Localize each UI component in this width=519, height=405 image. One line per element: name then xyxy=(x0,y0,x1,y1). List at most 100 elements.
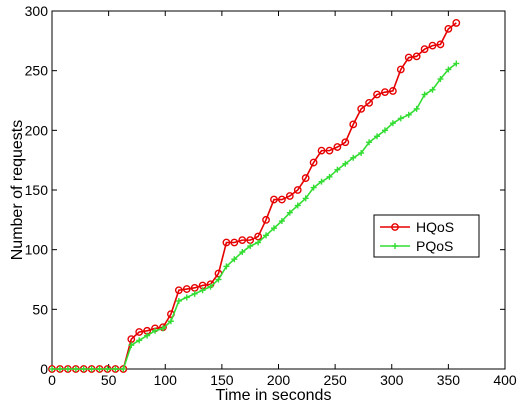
data-point xyxy=(412,52,421,61)
series-pqos xyxy=(49,60,460,372)
data-point xyxy=(342,160,349,167)
data-point xyxy=(222,238,231,247)
data-point xyxy=(152,327,159,334)
data-point xyxy=(112,366,119,372)
data-point xyxy=(333,143,342,151)
data-point xyxy=(120,366,127,372)
data-point xyxy=(357,104,366,113)
data-point xyxy=(326,173,333,180)
x-tick-label: 150 xyxy=(210,372,234,388)
legend-label: HQoS xyxy=(416,219,454,235)
legend-item-hqos: HQoS xyxy=(380,219,454,235)
data-point xyxy=(183,294,190,301)
data-point xyxy=(381,88,389,97)
data-point xyxy=(309,158,318,167)
data-point xyxy=(128,342,135,349)
legend-marker xyxy=(391,223,399,231)
data-point xyxy=(334,166,341,173)
data-point xyxy=(247,243,254,250)
data-point xyxy=(207,283,214,290)
data-point xyxy=(80,366,87,372)
y-tick-label: 250 xyxy=(25,63,49,79)
plot-frame xyxy=(51,10,506,370)
data-point xyxy=(445,66,452,73)
data-point xyxy=(167,318,174,325)
data-point xyxy=(88,366,95,372)
data-point xyxy=(358,150,365,157)
data-point xyxy=(49,366,55,372)
data-point xyxy=(429,86,436,93)
data-point xyxy=(136,337,143,344)
data-point xyxy=(302,195,309,202)
data-point xyxy=(56,366,63,372)
data-point xyxy=(174,286,183,295)
series-line-pqos xyxy=(52,62,457,370)
data-point xyxy=(270,195,278,204)
data-point xyxy=(159,325,166,332)
data-point xyxy=(452,19,461,27)
data-point xyxy=(199,287,206,294)
data-point xyxy=(436,40,445,49)
legend: HQoS PQoS xyxy=(373,214,480,258)
data-point xyxy=(350,154,357,161)
data-point xyxy=(341,138,350,147)
data-point xyxy=(277,195,286,204)
data-point xyxy=(223,263,230,270)
data-point xyxy=(175,297,182,304)
data-point xyxy=(366,139,373,146)
data-point xyxy=(420,45,429,54)
data-point xyxy=(215,276,222,283)
y-tick-label: 300 xyxy=(25,3,49,19)
data-point xyxy=(182,285,191,293)
data-point xyxy=(104,366,111,372)
y-tick-label: 200 xyxy=(25,122,49,138)
data-point xyxy=(397,115,404,122)
data-point xyxy=(255,239,262,246)
y-tick-label: 100 xyxy=(25,242,49,258)
y-tick-label: 50 xyxy=(32,301,48,317)
data-point xyxy=(317,146,326,155)
x-tick-label: 350 xyxy=(437,372,461,388)
x-tick-label: 400 xyxy=(493,372,517,388)
data-point xyxy=(365,98,373,107)
data-point xyxy=(444,24,453,33)
data-point xyxy=(230,238,239,247)
data-point xyxy=(262,215,270,224)
x-tick-label: 50 xyxy=(101,372,117,388)
data-point xyxy=(310,184,317,191)
data-point xyxy=(325,146,334,155)
data-point xyxy=(405,111,412,118)
x-axis-title: Time in seconds xyxy=(216,387,332,404)
data-point xyxy=(72,366,79,372)
data-point xyxy=(144,332,151,339)
data-point xyxy=(396,65,405,74)
data-point xyxy=(404,53,413,62)
data-point xyxy=(421,91,428,98)
plot-area xyxy=(51,10,506,370)
data-point xyxy=(270,225,277,232)
x-tick-label: 0 xyxy=(48,372,56,388)
x-tick-label: 200 xyxy=(267,372,291,388)
data-point xyxy=(231,256,238,263)
legend-box xyxy=(373,214,480,258)
data-point xyxy=(413,105,420,112)
data-point xyxy=(318,178,325,185)
x-tick-label: 300 xyxy=(380,372,404,388)
data-point xyxy=(285,192,294,200)
data-point xyxy=(428,41,437,50)
series-hqos xyxy=(48,19,461,373)
data-point xyxy=(239,249,246,256)
data-point xyxy=(388,87,397,95)
legend-item-pqos: PQoS xyxy=(380,238,453,254)
data-point xyxy=(437,76,444,83)
data-point xyxy=(96,366,103,372)
data-point xyxy=(238,236,247,245)
data-point xyxy=(278,218,285,225)
legend-marker xyxy=(392,243,398,249)
data-point xyxy=(374,133,381,140)
data-point xyxy=(64,366,71,372)
y-axis-title: Number of requests xyxy=(9,120,26,261)
data-point xyxy=(453,60,460,67)
data-point xyxy=(381,127,388,134)
x-tick-label: 250 xyxy=(323,372,347,388)
